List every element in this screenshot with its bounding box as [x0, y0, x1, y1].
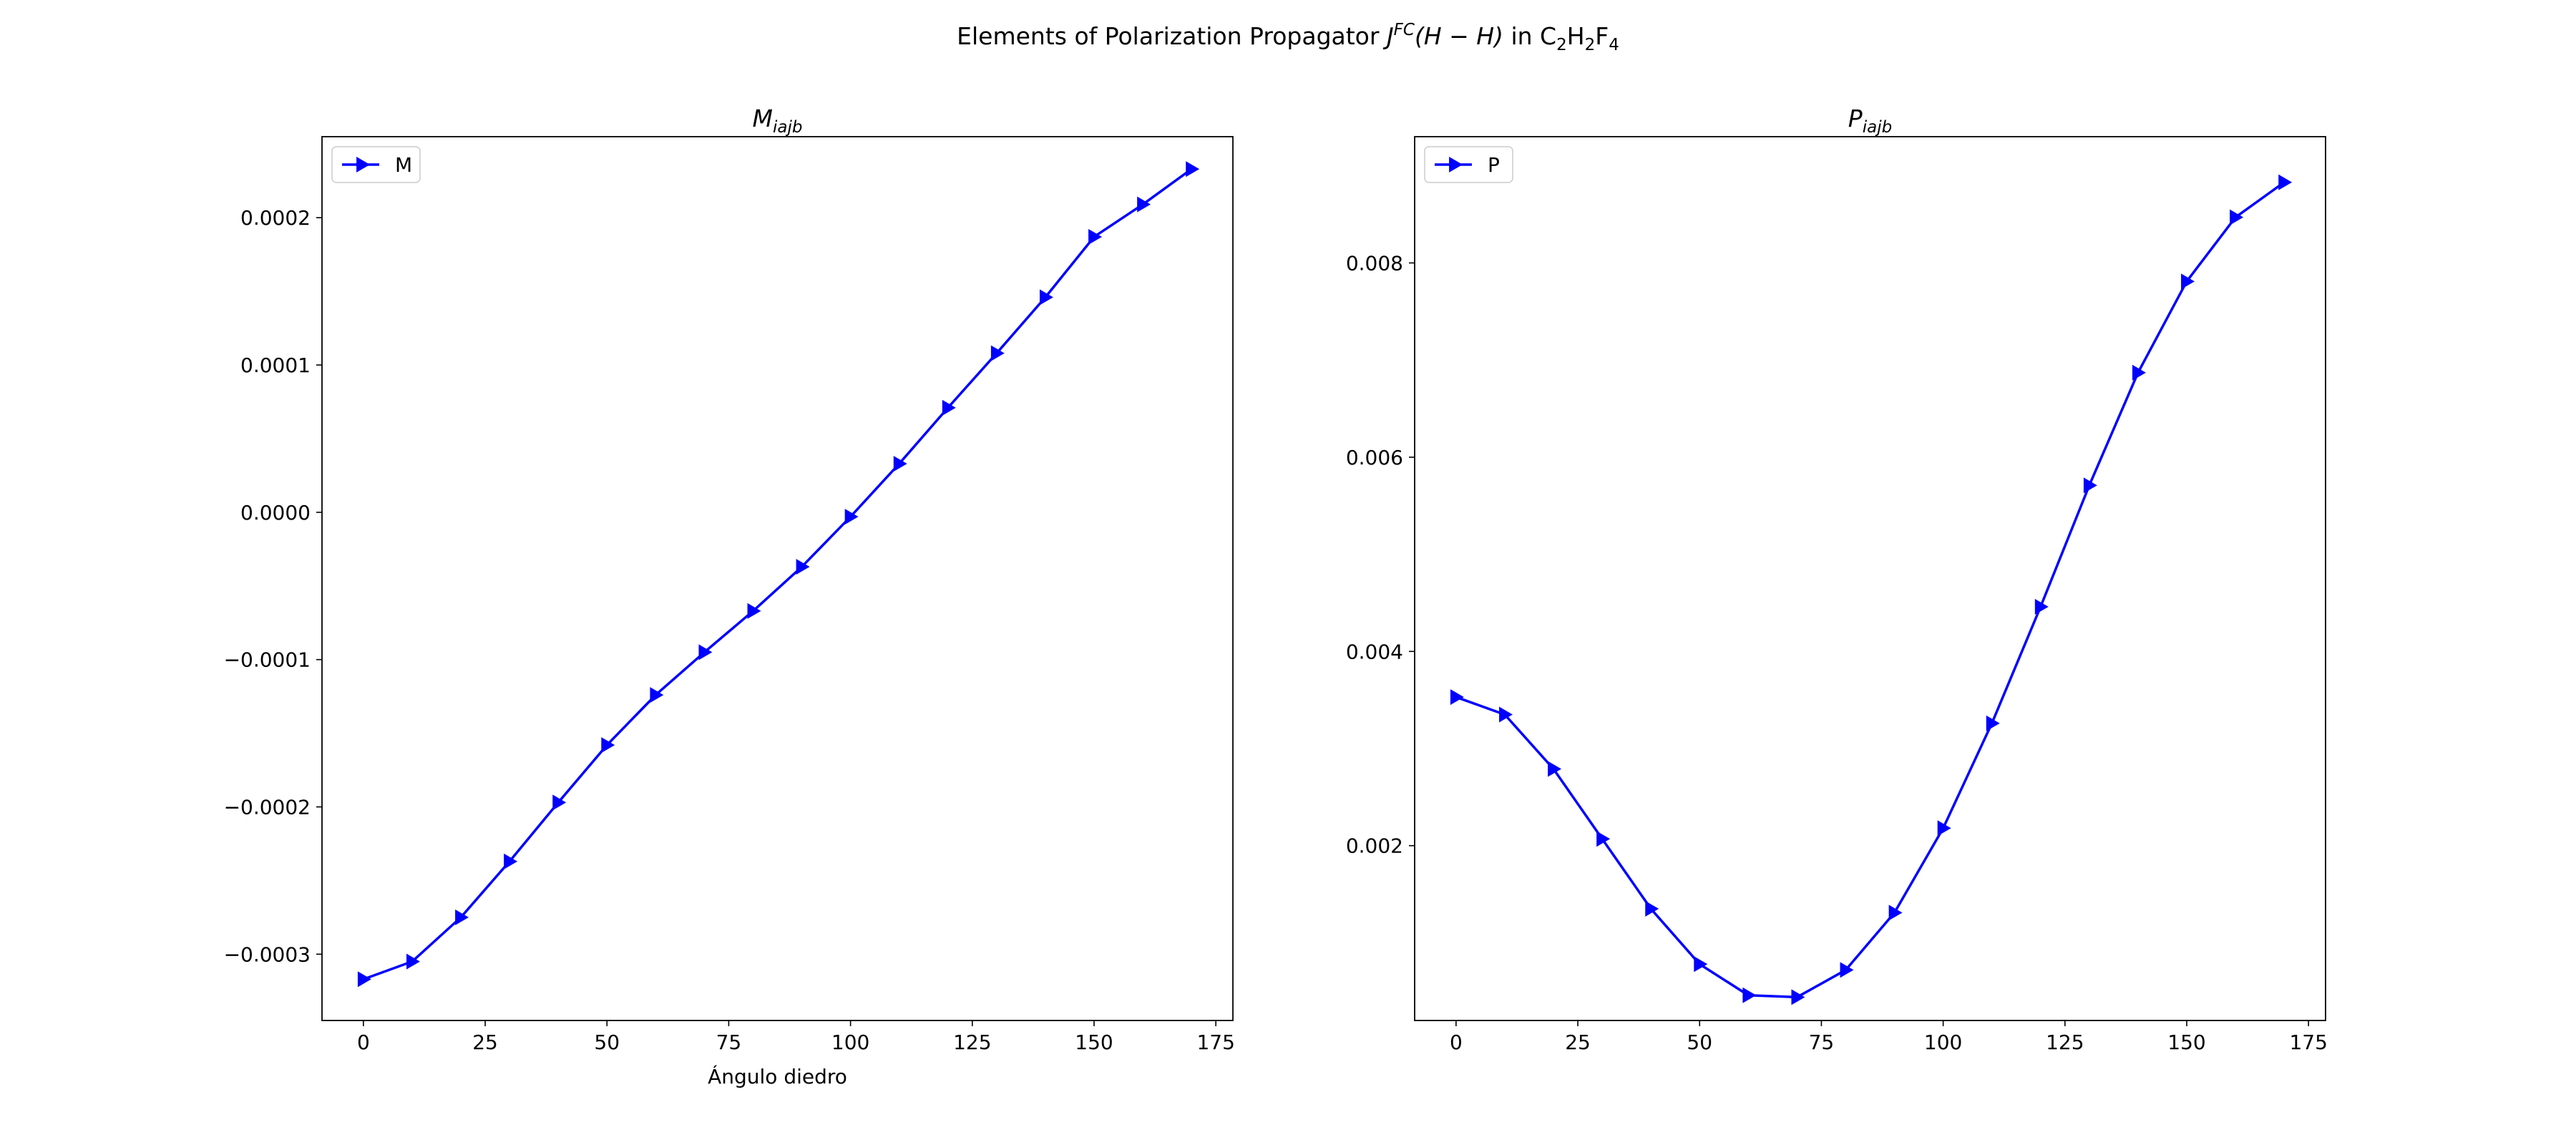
- data-point: [1499, 706, 1513, 723]
- data-point: [2083, 477, 2097, 494]
- x-tick-label: 150: [2167, 1030, 2205, 1054]
- y-tick-label: 0.0001: [240, 354, 311, 377]
- data-point: [601, 737, 615, 754]
- chart-m-iajb: Miajb 0 25 50 75 100 125 150 175 −0.0003 −0.0002 −0…: [224, 104, 1235, 1088]
- axes-frame: [321, 136, 1234, 1021]
- figure-suptitle: Elements of Polarization Propagator JFC(…: [957, 21, 1619, 54]
- legend-label: M: [395, 153, 412, 177]
- chart-title: Miajb: [753, 104, 803, 137]
- data-point: [844, 509, 859, 525]
- data-point: [2230, 209, 2244, 225]
- data-point: [406, 953, 420, 970]
- y-tick-label: 0.0002: [240, 206, 311, 230]
- legend: M: [331, 146, 421, 183]
- x-tick-label: 100: [831, 1030, 869, 1054]
- legend: P: [1424, 146, 1513, 183]
- y-tick-label: 0.008: [1346, 251, 1403, 275]
- legend-marker: [1449, 157, 1463, 172]
- data-point: [1137, 196, 1151, 213]
- series-line: [363, 167, 1193, 981]
- data-point: [1840, 962, 1854, 978]
- x-tick-label: 75: [1809, 1030, 1835, 1054]
- series-line: [1455, 181, 2285, 999]
- x-tick-label: 175: [1196, 1030, 1234, 1054]
- data-point: [1986, 715, 2000, 731]
- data-point: [1088, 228, 1102, 245]
- legend-label: P: [1488, 153, 1500, 177]
- data-point: [698, 644, 713, 661]
- data-point: [1645, 900, 1659, 917]
- data-point: [455, 909, 469, 925]
- x-tick-label: 50: [1687, 1030, 1712, 1054]
- data-point: [2278, 174, 2293, 190]
- data-point: [2181, 273, 2195, 290]
- data-point: [893, 455, 907, 472]
- x-tick-label: 25: [1565, 1030, 1591, 1054]
- data-point: [1596, 831, 1611, 847]
- y-tick-label: −0.0003: [224, 942, 311, 966]
- x-tick-label: 125: [2046, 1030, 2084, 1054]
- x-tick-label: 25: [472, 1030, 498, 1054]
- y-tick-label: 0.006: [1346, 446, 1403, 469]
- x-axis-label: Ángulo diedro: [708, 1064, 847, 1088]
- axes-frame: [1414, 136, 2326, 1021]
- data-point: [552, 794, 567, 811]
- data-point: [1548, 761, 1562, 777]
- y-tick-label: 0.004: [1346, 640, 1403, 663]
- y-tick-label: −0.0001: [224, 648, 311, 672]
- data-point: [1937, 820, 1951, 837]
- x-tick-label: 50: [594, 1030, 620, 1054]
- data-point: [1742, 987, 1757, 1003]
- chart-title: Piajb: [1848, 104, 1892, 137]
- data-point: [747, 603, 761, 619]
- data-point: [1186, 161, 1200, 177]
- legend-marker: [356, 157, 370, 172]
- data-point: [1694, 956, 1708, 973]
- x-tick-label: 150: [1075, 1030, 1113, 1054]
- data-point: [2034, 598, 2049, 615]
- data-point: [1888, 905, 1903, 921]
- x-tick-label: 75: [716, 1030, 742, 1054]
- data-point: [357, 971, 371, 988]
- x-tick-label: 175: [2289, 1030, 2327, 1054]
- x-tick-label: 125: [953, 1030, 991, 1054]
- data-point: [796, 559, 810, 575]
- data-point: [990, 345, 1005, 361]
- data-point: [942, 399, 956, 416]
- data-point: [1450, 689, 1464, 706]
- y-tick-label: 0.0000: [240, 501, 311, 525]
- data-point: [504, 853, 518, 869]
- data-point: [1039, 289, 1053, 306]
- data-point: [2132, 364, 2146, 381]
- data-point: [650, 687, 664, 703]
- x-tick-label: 0: [1450, 1030, 1463, 1054]
- x-tick-label: 0: [357, 1030, 370, 1054]
- y-tick-label: −0.0002: [224, 796, 311, 819]
- y-tick-label: 0.002: [1346, 834, 1403, 858]
- chart-p-iajb: Piajb 0 25 50 75 100 125 150 175 0.002 0.004 0.006 0…: [1346, 104, 2328, 1054]
- data-point: [1791, 989, 1805, 1005]
- x-tick-label: 100: [1924, 1030, 1962, 1054]
